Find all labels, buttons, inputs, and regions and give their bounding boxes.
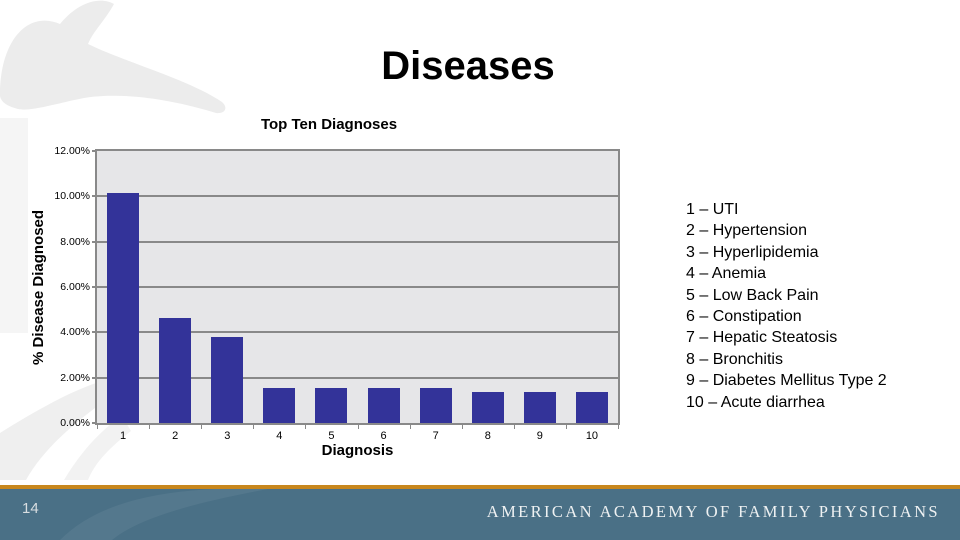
x-tick-label: 1 xyxy=(119,430,127,442)
x-tick-mark xyxy=(565,425,567,429)
legend-item: 9 – Diabetes Mellitus Type 2 xyxy=(686,372,887,390)
legend-item: 7 – Hepatic Steatosis xyxy=(686,329,838,347)
x-tick-mark xyxy=(201,425,203,429)
chart: Top Ten Diagnoses % Disease Diagnosed 0.… xyxy=(30,112,620,462)
bar xyxy=(419,387,452,423)
y-tick-mark xyxy=(92,240,97,243)
bar xyxy=(575,392,608,423)
x-tick-label: 9 xyxy=(536,430,543,442)
legend-item: 2 – Hypertension xyxy=(686,222,807,240)
footer-watermark-icon xyxy=(60,489,268,540)
diagnosis-legend: 1 – UTI 2 – Hypertension 3 – Hyperlipidemi… xyxy=(686,199,887,413)
x-tick-label: 7 xyxy=(432,430,439,442)
bar xyxy=(159,317,192,423)
x-tick-mark xyxy=(305,425,307,429)
y-tick-label: 0.00% xyxy=(60,417,90,429)
legend-item: 4 – Anemia xyxy=(686,265,767,283)
x-tick-mark xyxy=(149,425,151,429)
slide-title: Diseases xyxy=(381,44,555,88)
x-tick-mark xyxy=(253,425,255,429)
y-tick-mark xyxy=(92,331,97,334)
x-axis-title: Diagnosis xyxy=(321,442,394,459)
y-tick-mark xyxy=(92,422,97,424)
y-tick-label: 4.00% xyxy=(60,326,90,339)
y-tick-mark xyxy=(92,195,97,198)
y-tick-label: 6.00% xyxy=(60,281,90,293)
bar xyxy=(471,392,504,423)
x-tick-label: 8 xyxy=(484,430,491,442)
plot-area xyxy=(95,149,620,425)
legend-item: 3 – Hyperlipidemia xyxy=(686,243,819,261)
x-tick-mark xyxy=(618,425,619,429)
chart-title: Top Ten Diagnoses xyxy=(260,116,398,133)
x-tick-mark xyxy=(97,425,98,429)
x-tick-label: 4 xyxy=(276,430,283,442)
y-tick-mark xyxy=(92,150,97,152)
x-tick-label: 3 xyxy=(224,430,231,442)
bar xyxy=(315,387,348,423)
x-tick-mark xyxy=(409,425,411,429)
gridline xyxy=(97,376,618,379)
legend-item: 6 – Constipation xyxy=(686,308,802,326)
page-number: 14 xyxy=(22,500,39,517)
bar xyxy=(211,336,244,423)
x-tick-mark xyxy=(513,425,515,429)
x-tick-mark xyxy=(461,425,463,429)
footer-accent-line xyxy=(0,485,960,489)
footer-brand: AMERICAN ACADEMY OF FAMILY PHYSICIANS xyxy=(486,502,940,521)
gridline xyxy=(97,195,618,198)
x-tick-label: 5 xyxy=(328,430,335,442)
bar xyxy=(107,192,140,423)
y-tick-mark xyxy=(92,286,97,288)
legend-item: 8 – Bronchitis xyxy=(686,350,783,368)
bar xyxy=(367,387,400,423)
x-tick-mark xyxy=(357,425,359,429)
y-tick-label: 2.00% xyxy=(60,371,90,384)
legend-item: 1 – UTI xyxy=(686,201,739,218)
bar xyxy=(263,387,296,423)
footer-bar: 14 AMERICAN ACADEMY OF FAMILY PHYSICIANS xyxy=(0,489,960,540)
gridline xyxy=(97,240,618,243)
y-tick-mark xyxy=(92,376,97,379)
bar xyxy=(523,392,556,423)
gridline xyxy=(97,286,618,288)
y-tick-label: 12.00% xyxy=(54,145,90,157)
x-tick-label: 2 xyxy=(172,430,179,442)
legend-item: 5 – Low Back Pain xyxy=(686,286,819,304)
y-tick-label: 10.00% xyxy=(54,190,90,203)
x-tick-label: 6 xyxy=(380,430,387,442)
x-tick-label: 10 xyxy=(585,430,599,442)
y-tick-label: 8.00% xyxy=(60,235,90,248)
legend-item: 10 – Acute diarrhea xyxy=(686,393,825,411)
gridline xyxy=(97,331,618,334)
